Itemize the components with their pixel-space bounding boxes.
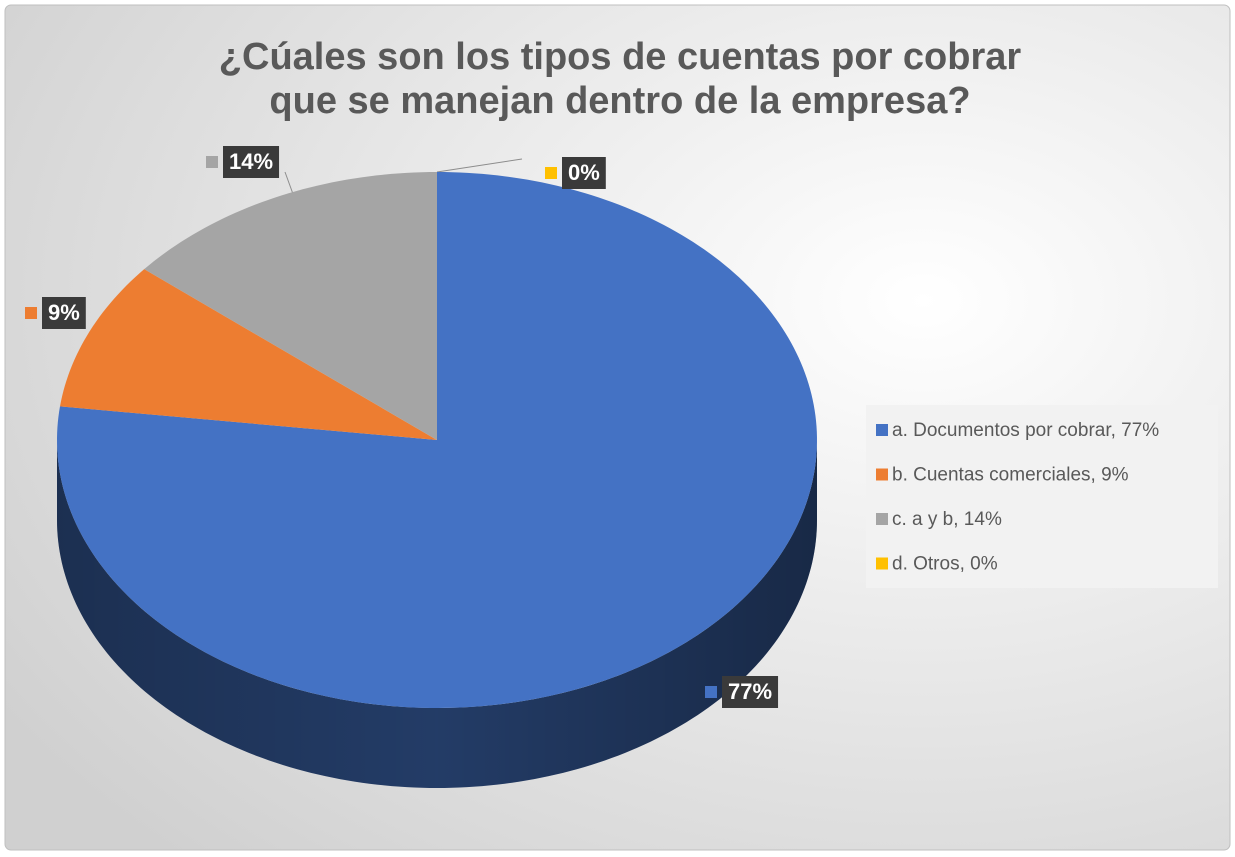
legend-label: b. Cuentas comerciales, 9%: [892, 465, 1129, 486]
legend-swatch: [876, 468, 888, 481]
data-label: 0%: [568, 160, 600, 185]
data-label: 14%: [229, 149, 273, 174]
pie-slice: [57, 172, 817, 708]
pie-sides: [57, 440, 817, 788]
data-label-box: [722, 676, 779, 708]
label-marker: [25, 307, 37, 319]
data-label: 9%: [48, 300, 80, 325]
legend-label: a. Documentos por cobrar, 77%: [892, 420, 1159, 441]
label-marker: [206, 156, 218, 168]
data-label-box: [223, 146, 280, 178]
data-label: 77%: [728, 679, 772, 704]
leader-line: [284, 171, 294, 195]
data-label-box: [562, 157, 606, 189]
leader-line: [436, 158, 523, 173]
title-box: ¿Cúales son los tipos de cuentas por cob…: [218, 36, 1022, 122]
legend-swatch: [876, 424, 888, 436]
legend-box: [866, 405, 1218, 588]
label-marker: [545, 167, 557, 179]
pie-slice: [144, 172, 438, 440]
legend-swatch: [876, 557, 888, 570]
pie-tops: [57, 172, 817, 708]
pie-side-shade: [57, 440, 817, 788]
data-label-box: [42, 297, 86, 329]
label-marker: [705, 686, 717, 698]
chart-title: ¿Cúales son los tipos de cuentas por cob…: [218, 36, 1022, 122]
legend-label: c. a y b, 14%: [892, 509, 1002, 530]
legend-label: d. Otros, 0%: [892, 554, 998, 575]
legend-swatch: [876, 513, 888, 525]
pie-slice: [59, 269, 438, 440]
